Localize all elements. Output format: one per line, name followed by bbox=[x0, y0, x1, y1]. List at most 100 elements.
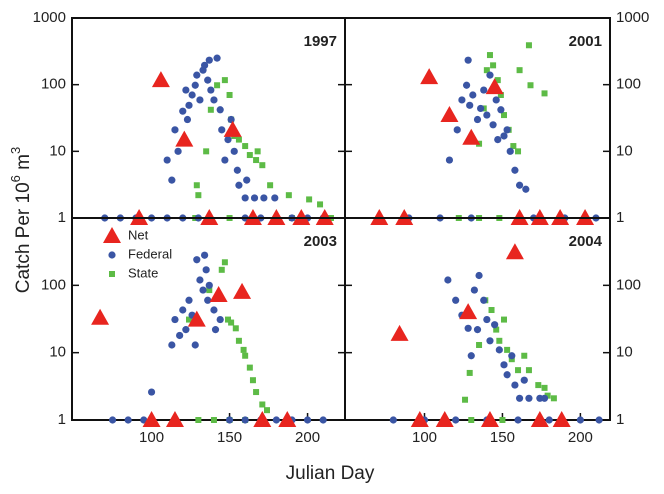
net-marker bbox=[410, 411, 429, 427]
federal-marker bbox=[272, 416, 280, 424]
y-tick-label: 1 bbox=[58, 209, 66, 226]
state-marker bbox=[466, 369, 473, 376]
state-marker bbox=[254, 148, 261, 155]
net-marker bbox=[151, 71, 170, 88]
net-marker bbox=[485, 78, 504, 95]
federal-marker bbox=[210, 306, 218, 314]
federal-marker bbox=[108, 251, 116, 259]
state-marker bbox=[242, 352, 249, 359]
federal-marker bbox=[511, 166, 519, 174]
net-marker bbox=[462, 128, 481, 145]
federal-marker bbox=[205, 281, 213, 289]
state-marker bbox=[499, 417, 506, 423]
federal-marker bbox=[486, 71, 494, 79]
y-tick-label: 100 bbox=[41, 276, 66, 293]
y-tick-label: 1 bbox=[58, 411, 66, 428]
state-marker bbox=[493, 326, 500, 333]
state-marker bbox=[490, 62, 497, 69]
state-marker bbox=[550, 395, 557, 402]
state-marker bbox=[186, 316, 192, 323]
net-marker bbox=[480, 411, 499, 427]
federal-marker bbox=[233, 166, 241, 174]
federal-marker bbox=[204, 296, 212, 304]
state-marker bbox=[253, 389, 260, 396]
net-marker bbox=[435, 411, 454, 427]
federal-marker bbox=[495, 346, 503, 354]
state-marker bbox=[496, 337, 503, 344]
panel-label: 2001 bbox=[569, 33, 602, 50]
federal-marker bbox=[250, 194, 259, 202]
federal-marker bbox=[515, 181, 524, 189]
state-marker bbox=[253, 157, 260, 164]
federal-marker bbox=[271, 194, 279, 202]
y-tick-label: 1000 bbox=[33, 9, 66, 26]
federal-marker bbox=[469, 91, 477, 99]
federal-marker bbox=[467, 352, 475, 360]
federal-marker bbox=[174, 147, 182, 155]
federal-marker bbox=[176, 331, 184, 340]
federal-marker bbox=[540, 394, 549, 402]
federal-marker bbox=[492, 96, 500, 104]
federal-marker bbox=[464, 56, 472, 64]
state-marker bbox=[501, 316, 507, 323]
state-marker bbox=[249, 377, 256, 384]
net-marker bbox=[233, 282, 252, 299]
federal-marker bbox=[470, 286, 478, 294]
state-marker bbox=[525, 367, 532, 374]
federal-marker bbox=[183, 115, 192, 124]
net-marker bbox=[552, 411, 571, 427]
y-tick-label: 10 bbox=[49, 344, 66, 361]
federal-marker bbox=[213, 54, 221, 62]
federal-marker bbox=[595, 416, 603, 424]
state-marker bbox=[510, 143, 517, 150]
state-marker bbox=[468, 417, 475, 423]
federal-marker bbox=[243, 176, 251, 184]
net-marker bbox=[440, 106, 459, 123]
federal-marker bbox=[576, 416, 584, 424]
state-marker bbox=[228, 319, 235, 326]
federal-marker bbox=[506, 147, 514, 155]
net-marker bbox=[530, 411, 549, 427]
federal-marker bbox=[227, 115, 235, 124]
state-marker bbox=[242, 143, 249, 150]
federal-marker bbox=[491, 321, 499, 329]
y-label-exp: 3 bbox=[8, 147, 23, 154]
panel-label: 2003 bbox=[304, 233, 337, 250]
federal-marker bbox=[182, 86, 190, 94]
federal-marker bbox=[511, 381, 519, 389]
federal-marker bbox=[182, 326, 190, 334]
federal-marker bbox=[500, 361, 508, 369]
federal-marker bbox=[185, 101, 193, 109]
federal-marker bbox=[218, 126, 226, 134]
state-marker bbox=[516, 67, 523, 74]
state-marker bbox=[207, 106, 214, 113]
state-marker bbox=[486, 52, 493, 59]
state-marker bbox=[259, 162, 266, 169]
federal-marker bbox=[124, 416, 132, 424]
federal-marker bbox=[202, 266, 210, 274]
net-marker bbox=[253, 411, 272, 427]
federal-marker bbox=[489, 121, 497, 129]
federal-marker bbox=[224, 135, 232, 144]
federal-marker bbox=[486, 337, 494, 345]
federal-marker bbox=[179, 306, 187, 314]
state-marker bbox=[235, 337, 242, 344]
net-marker bbox=[175, 130, 194, 147]
state-marker bbox=[206, 287, 213, 294]
state-marker bbox=[494, 77, 501, 84]
federal-marker bbox=[445, 156, 454, 164]
state-marker bbox=[221, 77, 228, 84]
federal-marker bbox=[204, 76, 212, 84]
federal-marker bbox=[458, 96, 466, 104]
state-marker bbox=[525, 42, 532, 49]
y-label-part: m bbox=[13, 154, 34, 175]
y-tick-label: 10 bbox=[616, 142, 633, 159]
panel-label: 2004 bbox=[569, 233, 603, 250]
net-marker bbox=[505, 243, 524, 260]
state-marker bbox=[218, 266, 225, 273]
y-tick-label: 10 bbox=[616, 344, 633, 361]
net-marker bbox=[91, 308, 110, 325]
state-marker bbox=[521, 352, 528, 359]
